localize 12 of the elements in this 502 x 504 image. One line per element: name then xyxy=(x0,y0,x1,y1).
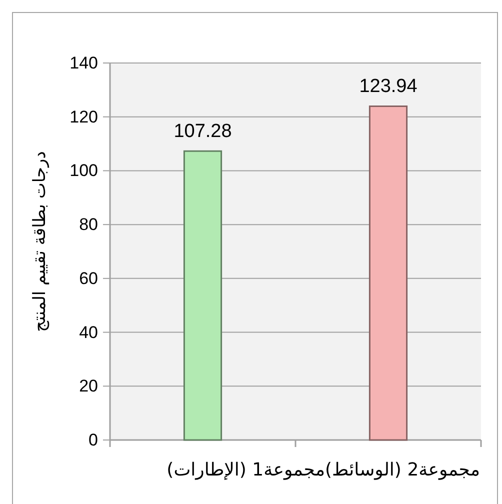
y-tick-label: 0 xyxy=(88,430,98,450)
y-tick-label: 80 xyxy=(79,215,98,234)
data-label: 123.94 xyxy=(359,76,418,98)
y-tick-label: 20 xyxy=(79,376,98,396)
y-tick-label: 120 xyxy=(70,107,98,126)
y-axis-title: درجات بطاقة تقييم المنتج xyxy=(30,151,50,332)
data-label: 107.28 xyxy=(174,121,232,142)
y-tick-label: 60 xyxy=(79,268,98,288)
y-tick-label: 40 xyxy=(79,322,98,342)
x-axis-title: مجموعة2 (الوسائط)مجموعة1 (الإطارات) xyxy=(166,460,480,480)
y-tick-label: 100 xyxy=(70,161,98,180)
y-tick-label: 140 xyxy=(70,54,98,72)
